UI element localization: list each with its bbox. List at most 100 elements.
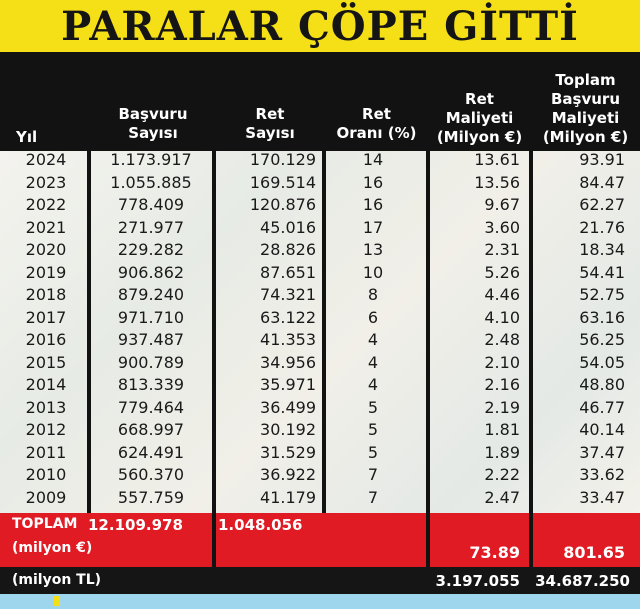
cell-ret: 74.321 <box>260 285 316 304</box>
header-toplam-line: Başvuru <box>550 90 621 108</box>
cell-basvuru: 778.409 <box>117 195 185 214</box>
totals-maliyet-eur: 73.89 <box>469 543 520 562</box>
title-bar <box>0 0 640 52</box>
cell-yil: 2023 <box>25 172 67 192</box>
cell-ret: 41.353 <box>260 330 316 349</box>
cell-yil: 2022 <box>25 195 67 214</box>
cell-maliyet: 4.46 <box>484 285 520 304</box>
table-row: 2018 879.240 74.321 8 4.46 52.75 <box>0 284 640 305</box>
cell-oran: 4 <box>367 352 379 372</box>
cell-basvuru: 624.491 <box>117 442 185 462</box>
cell-toplam: 62.27 <box>579 195 625 214</box>
cell-ret: 28.826 <box>260 240 316 259</box>
header-oran-line: Ret <box>362 105 391 123</box>
cell-basvuru: 557.759 <box>117 487 185 507</box>
page-title: PARALAR ÇÖPE GİTTİ <box>61 3 579 50</box>
column-divider <box>322 52 326 513</box>
cell-oran: 16 <box>362 195 384 214</box>
cell-ret: 31.529 <box>260 442 316 462</box>
cell-ret: 120.876 <box>249 195 316 214</box>
cell-basvuru: 668.997 <box>117 420 185 439</box>
column-divider <box>212 513 216 567</box>
cell-maliyet: 1.81 <box>484 420 520 439</box>
cell-basvuru: 906.862 <box>117 262 185 282</box>
table-row: 2010 560.370 36.922 7 2.22 33.62 <box>0 464 640 485</box>
cell-oran: 4 <box>367 375 379 394</box>
cell-maliyet: 13.61 <box>474 150 520 169</box>
cell-basvuru: 971.710 <box>117 307 185 327</box>
header-ret-line: Ret <box>255 105 285 123</box>
cell-basvuru: 813.339 <box>117 375 185 394</box>
cell-toplam: 48.80 <box>579 375 625 394</box>
cell-basvuru: 560.370 <box>117 465 185 484</box>
visa-background <box>0 151 640 514</box>
cell-oran: 4 <box>367 330 379 349</box>
cell-basvuru: 1.173.917 <box>110 150 192 169</box>
bottom-marker <box>54 596 60 606</box>
cell-oran: 7 <box>367 465 379 484</box>
table-row: 2015 900.789 34.956 4 2.10 54.05 <box>0 352 640 373</box>
cell-oran: 5 <box>367 397 379 417</box>
cell-maliyet: 2.31 <box>484 240 520 259</box>
cell-oran: 6 <box>367 307 379 327</box>
cell-oran: 10 <box>362 262 384 282</box>
cell-maliyet: 9.67 <box>484 195 520 214</box>
cell-maliyet: 2.48 <box>484 330 520 349</box>
table-row: 2021 271.977 45.016 17 3.60 21.76 <box>0 217 640 238</box>
cell-ret: 87.651 <box>260 262 316 282</box>
cell-ret: 170.129 <box>249 150 316 169</box>
column-divider <box>212 52 216 513</box>
table-row: 2013 779.464 36.499 5 2.19 46.77 <box>0 397 640 418</box>
cell-toplam: 54.41 <box>579 262 625 282</box>
cell-toplam: 40.14 <box>579 420 625 439</box>
cell-maliyet: 5.26 <box>484 262 520 282</box>
cell-yil: 2024 <box>25 150 67 169</box>
header-maliyet-line: (Milyon €) <box>436 128 523 146</box>
header-toplam-line: (Milyon €) <box>542 128 629 146</box>
cell-oran: 17 <box>362 217 384 237</box>
cell-toplam: 84.47 <box>579 172 625 192</box>
totals-unit-eur: (milyon €) <box>12 540 93 556</box>
table-row: 2024 1.173.917 170.129 14 13.61 93.91 <box>0 149 640 170</box>
cell-ret: 34.956 <box>260 352 316 372</box>
cell-yil: 2017 <box>25 307 67 327</box>
bottom-strip <box>0 594 640 609</box>
cell-yil: 2021 <box>25 217 67 237</box>
cell-yil: 2014 <box>25 375 67 394</box>
table-row: 2020 229.282 28.826 13 2.31 18.34 <box>0 239 640 260</box>
cell-toplam: 56.25 <box>579 330 625 349</box>
cell-maliyet: 2.19 <box>484 397 520 417</box>
totals-ret: 1.048.056 <box>218 516 303 534</box>
cell-yil: 2020 <box>25 240 67 259</box>
totals-toplam-eur: 801.65 <box>563 543 625 562</box>
table-row: 2022 778.409 120.876 16 9.67 62.27 <box>0 194 640 215</box>
header-oran-line: Oranı (%) <box>336 124 417 142</box>
totals-label: TOPLAM <box>12 516 78 532</box>
header-basvuru: Başvuru Sayısı <box>91 52 215 151</box>
totals-basvuru: 12.109.978 <box>88 516 183 534</box>
cell-yil: 2012 <box>25 420 67 439</box>
cell-oran: 5 <box>367 420 379 439</box>
cell-basvuru: 900.789 <box>117 352 185 372</box>
header-basvuru-line: Başvuru <box>118 105 188 123</box>
cell-toplam: 93.91 <box>579 150 625 169</box>
cell-oran: 13 <box>362 240 384 259</box>
cell-ret: 36.922 <box>260 465 316 484</box>
table-row: 2012 668.997 30.192 5 1.81 40.14 <box>0 419 640 440</box>
cell-toplam: 33.47 <box>579 487 625 507</box>
cell-ret: 35.971 <box>260 375 316 394</box>
cell-yil: 2018 <box>25 285 67 304</box>
cell-basvuru: 879.240 <box>117 285 185 304</box>
totals-toplam-tl: 34.687.250 <box>535 572 630 590</box>
cell-yil: 2015 <box>25 352 67 372</box>
header-maliyet-line: Ret <box>465 90 494 108</box>
cell-ret: 30.192 <box>260 420 316 439</box>
cell-yil: 2010 <box>25 465 67 484</box>
cell-maliyet: 2.10 <box>484 352 520 372</box>
cell-yil: 2011 <box>25 442 67 462</box>
cell-basvuru: 937.487 <box>117 330 185 349</box>
cell-yil: 2009 <box>25 487 67 507</box>
cell-maliyet: 1.89 <box>484 442 520 462</box>
table-row: 2017 971.710 63.122 6 4.10 63.16 <box>0 307 640 328</box>
